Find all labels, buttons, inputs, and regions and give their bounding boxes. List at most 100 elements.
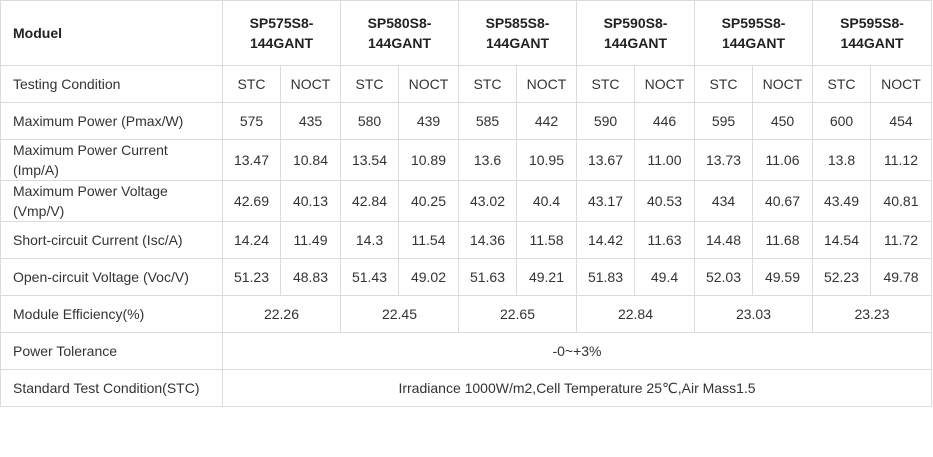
cell-value: 14.42: [576, 221, 635, 259]
cell-value: 40.67: [752, 180, 813, 222]
cell-value: 52.23: [812, 258, 871, 296]
model-name: SP580S8-144GANT: [340, 0, 459, 66]
cell-value: 446: [634, 102, 695, 140]
cell-value: 22.84: [576, 295, 695, 333]
cell-value: 51.23: [222, 258, 281, 296]
cell-value: 11.12: [870, 139, 932, 181]
cell-value: 585: [458, 102, 517, 140]
row-label: Maximum Power (Pmax/W): [0, 102, 223, 140]
cell-value: 11.68: [752, 221, 813, 259]
cell-value: STC: [222, 65, 281, 103]
cell-value: 51.83: [576, 258, 635, 296]
cell-value: 434: [694, 180, 753, 222]
cell-value: 52.03: [694, 258, 753, 296]
cell-value: 454: [870, 102, 932, 140]
cell-value: 49.02: [398, 258, 459, 296]
cell-value: 13.8: [812, 139, 871, 181]
cell-value: 40.25: [398, 180, 459, 222]
spec-row: Maximum Power Current (Imp/A) 13.47 10.84 1…: [0, 139, 932, 181]
header-label: Moduel: [0, 0, 223, 66]
cell-value: NOCT: [870, 65, 932, 103]
cell-value: NOCT: [752, 65, 813, 103]
cell-value: 13.67: [576, 139, 635, 181]
model-name: SP575S8-144GANT: [222, 0, 341, 66]
spec-row: Standard Test Condition(STC) Irradiance 1…: [0, 369, 932, 407]
cell-value: 450: [752, 102, 813, 140]
cell-value: 22.26: [222, 295, 341, 333]
header-row: Moduel SP575S8-144GANT SP580S8-144GANT SP58…: [0, 0, 932, 66]
model-name: SP590S8-144GANT: [576, 0, 695, 66]
model-name: SP595S8-144GANT: [694, 0, 813, 66]
cell-value: STC: [458, 65, 517, 103]
row-label: Maximum Power Voltage (Vmp/V): [0, 180, 223, 222]
cell-value: Irradiance 1000W/m2,Cell Temperature 25℃…: [222, 369, 932, 407]
cell-value: STC: [340, 65, 399, 103]
cell-value: 49.4: [634, 258, 695, 296]
row-label: Short-circuit Current (Isc/A): [0, 221, 223, 259]
spec-row: Maximum Power Voltage (Vmp/V) 42.69 40.13 4…: [0, 180, 932, 222]
cell-value: 600: [812, 102, 871, 140]
spec-row: Short-circuit Current (Isc/A) 14.24 11.49 1…: [0, 221, 932, 259]
cell-value: 580: [340, 102, 399, 140]
cell-value: 14.48: [694, 221, 753, 259]
cell-value: 11.49: [280, 221, 341, 259]
spec-row: Open-circuit Voltage (Voc/V) 51.23 48.83 51…: [0, 258, 932, 296]
cell-value: 11.54: [398, 221, 459, 259]
cell-value: 14.24: [222, 221, 281, 259]
cell-value: 11.72: [870, 221, 932, 259]
cell-value: 40.81: [870, 180, 932, 222]
table-body: Moduel SP575S8-144GANT SP580S8-144GANT SP58…: [0, 0, 932, 407]
cell-value: 40.4: [516, 180, 577, 222]
cell-value: 10.84: [280, 139, 341, 181]
cell-value: 575: [222, 102, 281, 140]
cell-value: 40.13: [280, 180, 341, 222]
row-label: Power Tolerance: [0, 332, 223, 370]
cell-value: 13.47: [222, 139, 281, 181]
model-name: SP585S8-144GANT: [458, 0, 577, 66]
cell-value: 42.84: [340, 180, 399, 222]
row-label: Standard Test Condition(STC): [0, 369, 223, 407]
cell-value: 13.73: [694, 139, 753, 181]
row-label: Module Efficiency(%): [0, 295, 223, 333]
cell-value: 51.43: [340, 258, 399, 296]
cell-value: NOCT: [516, 65, 577, 103]
cell-value: 439: [398, 102, 459, 140]
cell-value: 23.23: [812, 295, 932, 333]
cell-value: 11.00: [634, 139, 695, 181]
cell-value: 43.49: [812, 180, 871, 222]
cell-value: 14.36: [458, 221, 517, 259]
cell-value: 14.3: [340, 221, 399, 259]
cell-value: STC: [576, 65, 635, 103]
cell-value: 49.78: [870, 258, 932, 296]
cell-value: 590: [576, 102, 635, 140]
cell-value: 49.59: [752, 258, 813, 296]
cell-value: 11.63: [634, 221, 695, 259]
spec-table: Moduel SP575S8-144GANT SP580S8-144GANT SP58…: [0, 0, 932, 407]
cell-value: 43.02: [458, 180, 517, 222]
cell-value: 13.54: [340, 139, 399, 181]
spec-row: Module Efficiency(%) 22.26 22.45 22.65 22.84…: [0, 295, 932, 333]
row-label: Testing Condition: [0, 65, 223, 103]
cell-value: 43.17: [576, 180, 635, 222]
cell-value: 11.06: [752, 139, 813, 181]
cell-value: STC: [694, 65, 753, 103]
cell-value: 51.63: [458, 258, 517, 296]
cell-value: NOCT: [280, 65, 341, 103]
cell-value: 10.89: [398, 139, 459, 181]
cell-value: -0~+3%: [222, 332, 932, 370]
cell-value: STC: [812, 65, 871, 103]
cell-value: NOCT: [634, 65, 695, 103]
spec-row: Testing Condition STC NOCT STC NOCT STC NOCT ST…: [0, 65, 932, 103]
spec-row: Power Tolerance -0~+3%: [0, 332, 932, 370]
cell-value: 49.21: [516, 258, 577, 296]
cell-value: 22.65: [458, 295, 577, 333]
cell-value: 42.69: [222, 180, 281, 222]
cell-value: 14.54: [812, 221, 871, 259]
cell-value: 435: [280, 102, 341, 140]
cell-value: 10.95: [516, 139, 577, 181]
cell-value: 13.6: [458, 139, 517, 181]
cell-value: 595: [694, 102, 753, 140]
row-label: Maximum Power Current (Imp/A): [0, 139, 223, 181]
cell-value: NOCT: [398, 65, 459, 103]
